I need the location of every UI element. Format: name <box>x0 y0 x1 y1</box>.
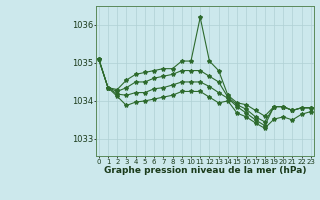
X-axis label: Graphe pression niveau de la mer (hPa): Graphe pression niveau de la mer (hPa) <box>104 166 306 175</box>
